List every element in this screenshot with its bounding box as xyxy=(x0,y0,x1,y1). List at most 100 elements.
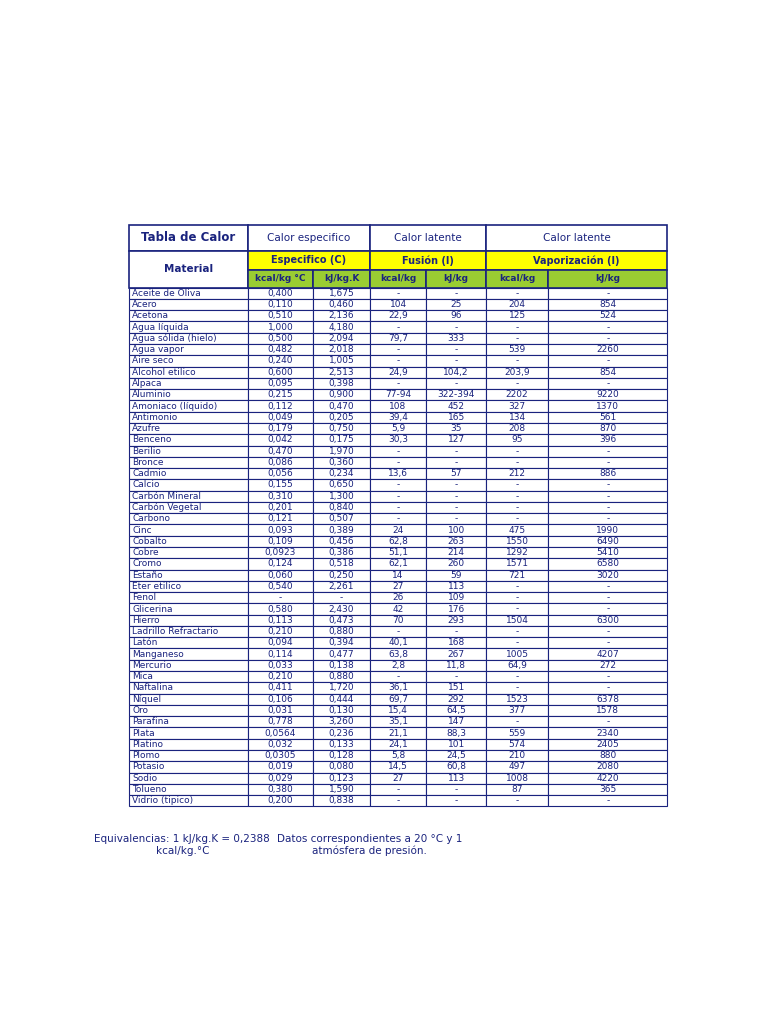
Bar xyxy=(248,558,313,569)
Bar xyxy=(426,727,486,738)
Text: 0,477: 0,477 xyxy=(329,649,354,658)
Text: 2,8: 2,8 xyxy=(391,660,406,670)
Text: 4207: 4207 xyxy=(597,649,619,658)
Text: -: - xyxy=(606,492,610,501)
Bar xyxy=(486,716,548,727)
Bar xyxy=(248,445,313,457)
Text: -: - xyxy=(455,492,458,501)
Bar xyxy=(313,400,370,412)
Bar xyxy=(486,795,548,806)
Bar xyxy=(426,671,486,682)
Text: 69,7: 69,7 xyxy=(388,694,408,703)
Bar xyxy=(486,761,548,772)
Bar xyxy=(248,536,313,547)
Text: -: - xyxy=(515,514,518,523)
Text: 0,205: 0,205 xyxy=(329,413,354,422)
Bar xyxy=(370,513,426,524)
Bar xyxy=(313,648,370,659)
Text: 62,8: 62,8 xyxy=(388,537,408,546)
Bar xyxy=(370,251,486,270)
Text: 0,456: 0,456 xyxy=(329,537,354,546)
Text: Estaño: Estaño xyxy=(132,570,163,580)
Text: 260: 260 xyxy=(448,559,465,568)
Bar xyxy=(313,682,370,693)
Text: 6300: 6300 xyxy=(597,615,619,625)
Text: 6580: 6580 xyxy=(597,559,619,568)
Bar xyxy=(248,524,313,536)
Bar xyxy=(486,603,548,614)
Text: -: - xyxy=(515,672,518,681)
Bar xyxy=(548,727,667,738)
Text: 5,9: 5,9 xyxy=(391,424,406,433)
Text: 1,000: 1,000 xyxy=(267,323,293,332)
Text: Latón: Latón xyxy=(132,638,157,647)
Bar xyxy=(548,355,667,367)
Bar xyxy=(129,705,248,716)
Text: kJ/kg.K: kJ/kg.K xyxy=(324,274,359,284)
Bar xyxy=(313,592,370,603)
Bar xyxy=(548,659,667,671)
Bar xyxy=(486,355,548,367)
Text: 24,9: 24,9 xyxy=(388,368,408,377)
Text: 0,031: 0,031 xyxy=(267,706,293,715)
Text: Acero: Acero xyxy=(132,300,158,309)
Bar xyxy=(486,524,548,536)
Text: 1,005: 1,005 xyxy=(329,356,354,366)
Text: 0,133: 0,133 xyxy=(329,739,354,749)
Text: 0,130: 0,130 xyxy=(329,706,354,715)
Bar xyxy=(548,378,667,389)
Bar xyxy=(426,457,486,468)
Text: 2,513: 2,513 xyxy=(329,368,354,377)
Text: -: - xyxy=(515,356,518,366)
Text: 11,8: 11,8 xyxy=(446,660,466,670)
Bar xyxy=(248,727,313,738)
Text: -: - xyxy=(455,289,458,298)
Bar xyxy=(313,716,370,727)
Text: 21,1: 21,1 xyxy=(388,728,408,737)
Bar xyxy=(548,502,667,513)
Bar xyxy=(248,637,313,648)
Text: 333: 333 xyxy=(448,334,465,343)
Text: Plata: Plata xyxy=(132,728,155,737)
Text: 0,0923: 0,0923 xyxy=(265,548,296,557)
Text: -: - xyxy=(606,356,610,366)
Text: Alcohol etilico: Alcohol etilico xyxy=(132,368,196,377)
Bar xyxy=(426,524,486,536)
Text: Alpaca: Alpaca xyxy=(132,379,163,388)
Bar xyxy=(129,682,248,693)
Bar xyxy=(313,468,370,479)
Text: -: - xyxy=(606,503,610,512)
Text: 1005: 1005 xyxy=(505,649,528,658)
Bar xyxy=(548,648,667,659)
Bar xyxy=(486,367,548,378)
Text: 497: 497 xyxy=(508,763,525,771)
Text: -: - xyxy=(396,797,399,805)
Bar xyxy=(248,750,313,761)
Bar xyxy=(548,513,667,524)
Text: -: - xyxy=(515,480,518,489)
Bar xyxy=(548,299,667,310)
Bar xyxy=(486,412,548,423)
Bar xyxy=(426,761,486,772)
Bar xyxy=(370,490,426,502)
Bar xyxy=(426,750,486,761)
Bar xyxy=(370,558,426,569)
Text: 3,260: 3,260 xyxy=(329,717,354,726)
Text: Potasio: Potasio xyxy=(132,763,164,771)
Bar xyxy=(426,648,486,659)
Text: 0,210: 0,210 xyxy=(268,672,293,681)
Text: Carbono: Carbono xyxy=(132,514,170,523)
Text: Aluminio: Aluminio xyxy=(132,390,172,399)
Text: Calor latente: Calor latente xyxy=(543,233,611,243)
Bar xyxy=(248,592,313,603)
Bar xyxy=(548,288,667,299)
Bar xyxy=(129,659,248,671)
Bar xyxy=(313,603,370,614)
Text: 203,9: 203,9 xyxy=(505,368,530,377)
Bar xyxy=(426,547,486,558)
Text: -: - xyxy=(455,345,458,354)
Text: Níquel: Níquel xyxy=(132,694,161,703)
Bar xyxy=(486,299,548,310)
Bar xyxy=(248,270,313,288)
Text: 147: 147 xyxy=(448,717,465,726)
